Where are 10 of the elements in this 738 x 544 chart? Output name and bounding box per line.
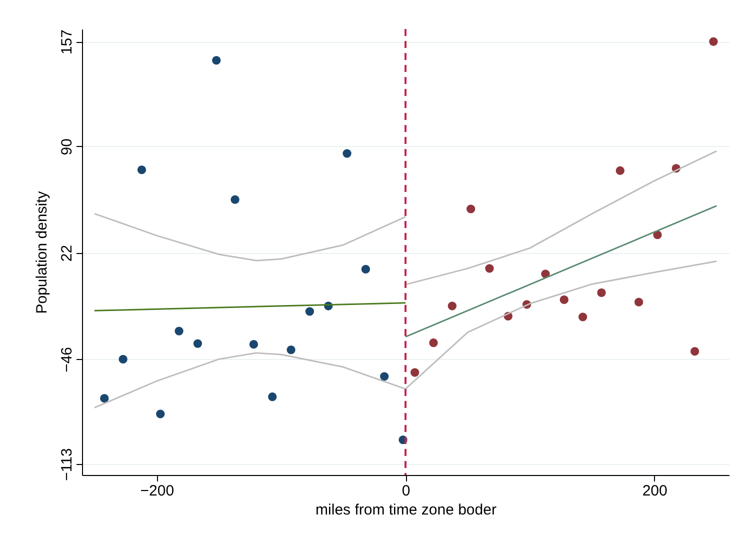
x-tick-label: 200 (642, 482, 668, 500)
x-tick-label: 0 (402, 482, 410, 500)
y-tick-label: 90 (58, 138, 76, 156)
y-tick-label: 157 (58, 30, 76, 55)
y-axis-title: Population density (34, 190, 50, 314)
x-tick-label: −200 (140, 482, 174, 500)
x-axis-title: miles from time zone boder (316, 502, 496, 518)
y-tick-label: −113 (58, 448, 76, 481)
y-tick-label: −46 (58, 346, 76, 372)
y-tick-label: 22 (58, 244, 76, 262)
